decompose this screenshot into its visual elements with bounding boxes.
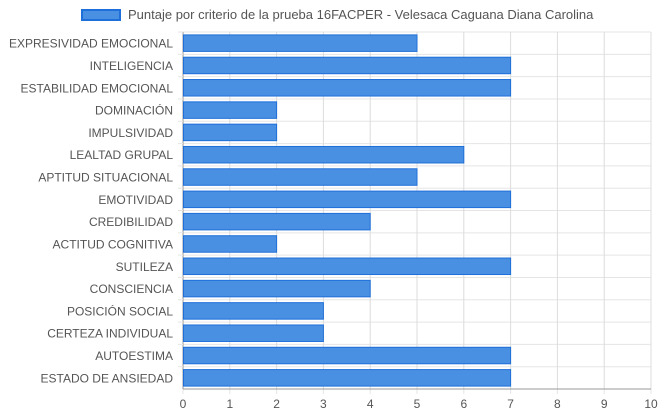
x-tick-label: 8: [554, 397, 561, 411]
category-label: EXPRESIVIDAD EMOCIONAL: [9, 37, 173, 51]
bar[interactable]: [183, 56, 512, 75]
x-tick-label: 7: [507, 397, 514, 411]
chart-legend[interactable]: Puntaje por criterio de la prueba 16FACP…: [0, 6, 660, 26]
x-tick-label: 2: [273, 397, 280, 411]
x-tick-label: 6: [460, 397, 467, 411]
bar[interactable]: [183, 168, 418, 186]
x-tick-label: 10: [644, 397, 658, 411]
x-tick-label: 3: [320, 397, 327, 411]
bar[interactable]: [183, 123, 278, 142]
x-tick-label: 5: [414, 397, 421, 411]
category-label: POSICIÓN SOCIAL: [67, 303, 173, 318]
x-tick-label: 9: [601, 397, 608, 411]
category-label: DOMINACIÓN: [95, 103, 173, 118]
category-label: INTELIGENCIA: [90, 59, 173, 73]
bar[interactable]: [183, 324, 324, 342]
bar[interactable]: [183, 101, 278, 119]
bar[interactable]: [183, 190, 512, 209]
bar[interactable]: [183, 79, 512, 97]
bar[interactable]: [183, 212, 371, 231]
category-label: SUTILEZA: [116, 260, 173, 274]
category-label: APTITUD SITUACIONAL: [38, 171, 173, 185]
x-tick-label: 1: [226, 397, 233, 411]
bar[interactable]: [183, 346, 512, 365]
category-label: CONSCIENCIA: [90, 282, 173, 296]
category-label: CERTEZA INDIVIDUAL: [47, 327, 173, 341]
bar[interactable]: [183, 257, 512, 276]
bar[interactable]: [183, 279, 371, 298]
bar[interactable]: [183, 302, 324, 320]
legend-swatch: [81, 9, 121, 21]
x-tick-label: 0: [180, 397, 187, 411]
category-label: LEALTAD GRUPAL: [70, 148, 174, 162]
legend-label: Puntaje por criterio de la prueba 16FACP…: [128, 7, 594, 22]
category-label: ESTADO DE ANSIEDAD: [41, 371, 174, 385]
bar[interactable]: [183, 34, 418, 52]
category-label: ESTABILIDAD EMOCIONAL: [21, 81, 174, 95]
bar[interactable]: [183, 145, 465, 164]
category-label: ACTITUD COGNITIVA: [53, 237, 173, 251]
category-label: IMPULSIVIDAD: [88, 126, 173, 140]
category-label: EMOTIVIDAD: [98, 193, 173, 207]
bar[interactable]: [183, 369, 512, 387]
category-label: CREDIBILIDAD: [89, 215, 173, 229]
bar[interactable]: [183, 235, 278, 253]
category-label: AUTOESTIMA: [95, 349, 173, 363]
x-tick-label: 4: [367, 397, 374, 411]
